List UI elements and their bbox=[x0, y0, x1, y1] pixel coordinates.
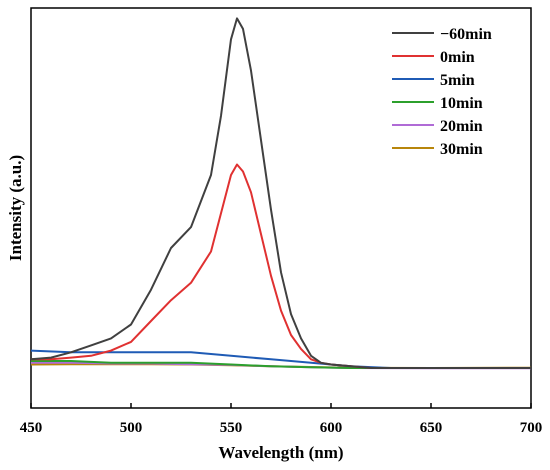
x-tick-label: 500 bbox=[120, 420, 143, 436]
legend-label: 5min bbox=[440, 72, 475, 89]
x-tick-label: 450 bbox=[20, 420, 43, 436]
x-tick-label: 650 bbox=[420, 420, 443, 436]
legend-label: 0min bbox=[440, 49, 475, 66]
x-tick-label: 700 bbox=[520, 420, 543, 436]
x-axis-title: Wavelength (nm) bbox=[218, 443, 343, 462]
legend-label: 30min bbox=[440, 141, 483, 158]
x-tick-label: 550 bbox=[220, 420, 243, 436]
plot-frame bbox=[30, 7, 532, 409]
legend: −60min 0min 5min 10min 20min 30min bbox=[392, 26, 492, 158]
legend-label: 20min bbox=[440, 118, 483, 135]
series-line-0 bbox=[30, 17, 531, 369]
series-line-2 bbox=[30, 349, 531, 369]
series-layer bbox=[30, 17, 532, 370]
x-ticks: 450 500 550 600 650 700 bbox=[20, 403, 543, 436]
x-tick-label: 600 bbox=[320, 420, 343, 436]
y-axis-title: Intensity (a.u.) bbox=[6, 155, 25, 261]
legend-label: 10min bbox=[440, 95, 483, 112]
legend-label: −60min bbox=[440, 26, 492, 43]
